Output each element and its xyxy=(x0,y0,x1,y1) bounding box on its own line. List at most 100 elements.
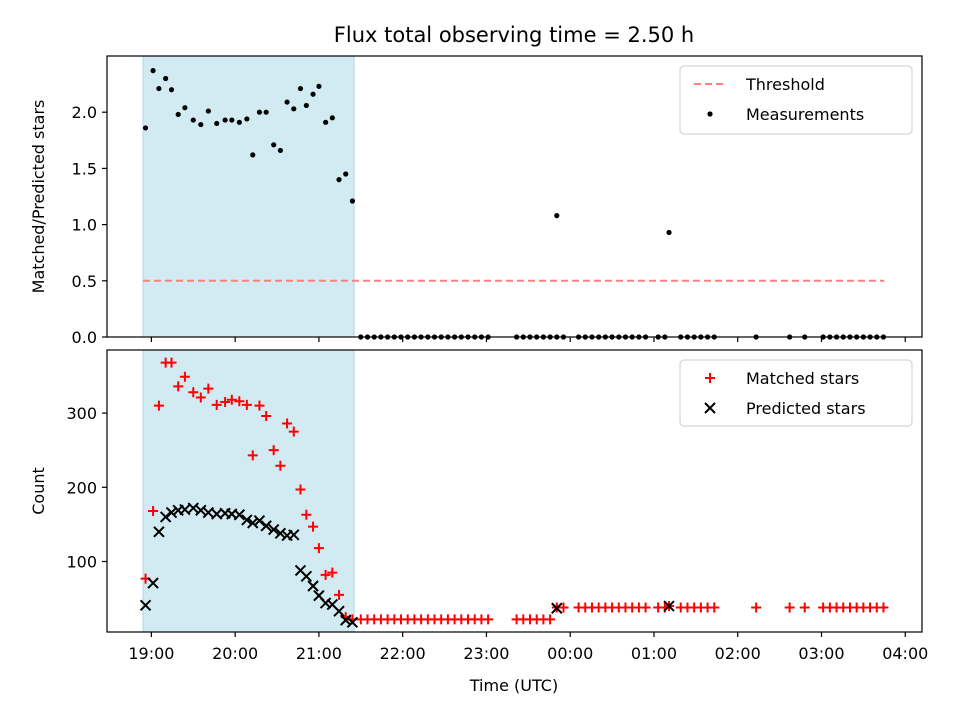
x-tick-label: 02:00 xyxy=(715,644,761,663)
data-point xyxy=(188,387,199,398)
bottom-y-axis-label: Count xyxy=(29,467,48,515)
data-point xyxy=(233,509,246,521)
data-point xyxy=(340,614,352,626)
bottom-shaded-region xyxy=(142,349,355,633)
data-point xyxy=(554,213,560,219)
y-tick-label: 0.0 xyxy=(72,328,97,347)
data-point xyxy=(254,400,265,411)
data-point xyxy=(260,520,272,532)
x-tick-label: 22:00 xyxy=(380,644,426,663)
data-point xyxy=(301,509,312,520)
top-y-axis-label: Matched/Predicted stars xyxy=(29,100,48,294)
data-point xyxy=(211,399,222,410)
data-point xyxy=(310,91,316,97)
data-point xyxy=(284,99,290,105)
data-point xyxy=(558,602,569,613)
y-tick-label: 1.0 xyxy=(72,216,97,235)
data-point xyxy=(483,614,494,625)
data-point xyxy=(709,602,720,613)
data-point xyxy=(203,383,214,394)
y-tick-label: 200 xyxy=(66,478,97,497)
y-tick-label: 300 xyxy=(66,404,97,423)
data-point xyxy=(277,147,283,154)
data-point xyxy=(256,109,263,115)
data-point xyxy=(291,106,297,112)
data-point xyxy=(323,119,329,125)
data-point xyxy=(253,514,266,527)
data-point xyxy=(282,418,293,429)
bottom-axes-frame xyxy=(106,349,923,633)
data-point xyxy=(205,108,211,114)
bottom-series-1 xyxy=(139,502,675,629)
data-point xyxy=(316,83,322,89)
data-point xyxy=(214,120,220,127)
data-point xyxy=(878,602,889,613)
data-point xyxy=(349,198,356,204)
data-point xyxy=(250,152,256,158)
data-point xyxy=(247,450,258,461)
data-point xyxy=(241,399,252,410)
data-point xyxy=(288,426,299,437)
legend-handle xyxy=(704,402,716,414)
legend-label: Matched stars xyxy=(746,369,859,388)
data-point xyxy=(271,142,277,148)
data-point xyxy=(241,514,253,526)
legend-box xyxy=(679,65,913,135)
data-point xyxy=(195,392,206,403)
legend-label: Predicted stars xyxy=(746,399,866,418)
data-point xyxy=(139,599,152,611)
x-tick-label: 21:00 xyxy=(296,644,342,663)
bottom-panel: 19:00 20:00 21:00 22:00 23:00 00:00 01:00 02:00… xyxy=(29,349,928,663)
data-point xyxy=(267,523,280,536)
figure-title: Flux total observing time = 2.50 h xyxy=(334,23,694,47)
top-panel: 0.0 0.5 1.0 1.5 2.0 Matched/Predicted stars Th… xyxy=(29,55,923,347)
data-point xyxy=(343,171,349,177)
data-point xyxy=(300,570,313,583)
data-point xyxy=(163,75,169,82)
data-point xyxy=(545,614,556,625)
data-point xyxy=(333,605,345,617)
bottom-series-0 xyxy=(140,357,889,625)
x-tick-label: 20:00 xyxy=(212,644,258,663)
data-point xyxy=(153,526,165,538)
data-point xyxy=(666,229,672,236)
data-point xyxy=(799,602,810,613)
data-point xyxy=(268,445,279,456)
data-point xyxy=(288,529,300,541)
data-point xyxy=(153,400,164,411)
data-point xyxy=(226,394,237,405)
data-point xyxy=(234,396,245,407)
data-point xyxy=(182,105,188,111)
data-point xyxy=(263,109,269,115)
data-point xyxy=(336,177,342,183)
legend-handle xyxy=(705,373,715,383)
data-point xyxy=(307,580,319,592)
data-point xyxy=(165,506,178,519)
data-point xyxy=(168,87,175,93)
data-point xyxy=(640,602,651,613)
data-point xyxy=(551,602,563,614)
x-tick-label: 00:00 xyxy=(547,644,593,663)
y-tick-label: 1.5 xyxy=(72,159,97,178)
legend-handle xyxy=(707,111,713,117)
y-tick-label: 2.0 xyxy=(72,103,97,122)
data-point xyxy=(222,117,228,123)
data-point xyxy=(297,85,304,92)
x-tick-label: 03:00 xyxy=(798,644,844,663)
data-point xyxy=(220,396,231,407)
data-point xyxy=(320,569,331,580)
x-tick-label: 01:00 xyxy=(631,644,677,663)
data-point xyxy=(229,117,235,123)
data-point xyxy=(150,68,156,74)
bottom-legend: Matched stars Predicted stars xyxy=(679,359,913,427)
data-point xyxy=(198,121,204,128)
data-point xyxy=(295,484,306,495)
data-point xyxy=(319,597,332,609)
data-point xyxy=(175,111,181,118)
data-point xyxy=(308,521,319,532)
top-axes-frame xyxy=(106,55,923,338)
x-axis-label: Time (UTC) xyxy=(469,676,558,695)
data-point xyxy=(274,527,287,540)
legend-label: Threshold xyxy=(745,75,825,94)
data-point xyxy=(329,115,335,121)
